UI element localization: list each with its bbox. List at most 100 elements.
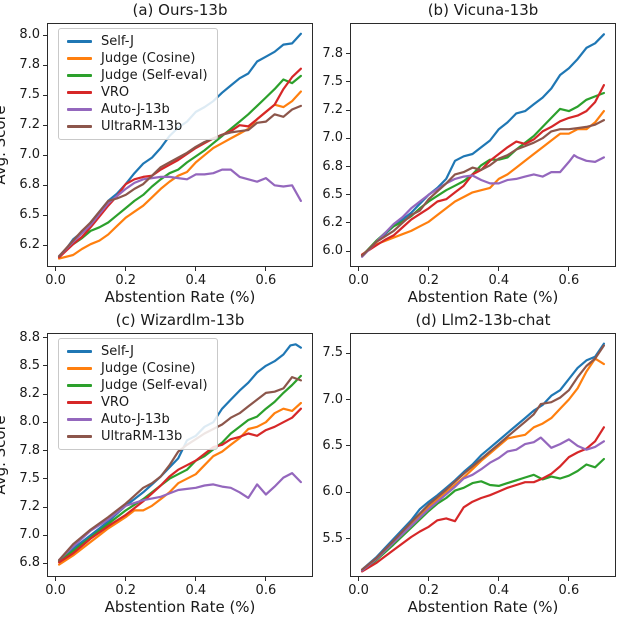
legend-line-swatch-judge-self-eval	[67, 74, 92, 77]
x-tick-mark	[358, 267, 360, 271]
y-tick-mark	[346, 399, 350, 400]
y-tick-label: 7.0	[322, 391, 343, 407]
y-tick-mark	[43, 534, 47, 536]
x-tick-label: 0.0	[348, 583, 369, 598]
x-tick-label: 0.4	[185, 273, 207, 288]
x-tick-mark	[568, 267, 570, 271]
legend-item-ultrarm-13b: UltraRM-13b	[67, 430, 208, 443]
y-tick-mark	[346, 166, 350, 167]
y-tick-mark	[43, 64, 47, 66]
line-judge-cosine	[361, 357, 605, 572]
x-tick-mark	[498, 577, 500, 581]
x-tick-mark	[265, 267, 267, 271]
legend-line-swatch-self-j	[67, 350, 92, 353]
legend-label: UltraRM-13b	[101, 429, 183, 444]
y-tick-mark	[346, 352, 350, 354]
legend-line-swatch-ultrarm-13b	[67, 125, 92, 128]
x-tick-mark	[195, 267, 197, 271]
y-tick-label: 7.0	[19, 147, 40, 163]
x-axis-label: Abstention Rate (%)	[104, 598, 256, 616]
y-tick-label: 8.8	[19, 329, 40, 345]
plot-area	[47, 333, 313, 577]
legend-item-judge-cosine: Judge (Cosine)	[67, 362, 208, 375]
y-tick-label: 7.0	[322, 130, 343, 146]
y-tick-label: 7.2	[322, 102, 343, 117]
y-tick-label: 5.5	[322, 530, 343, 546]
y-axis-label: Avg. Score	[0, 415, 9, 495]
y-tick-mark	[43, 184, 47, 186]
legend-line-swatch-ultrarm-13b	[67, 435, 92, 438]
x-tick-label: 0.4	[488, 273, 510, 288]
legend-line-swatch-judge-cosine	[67, 367, 92, 370]
y-tick-label: 8.0	[19, 27, 40, 42]
legend-label: Self-J	[101, 344, 134, 359]
line-judge-self-eval	[58, 374, 302, 563]
x-tick-label: 0.4	[488, 583, 510, 598]
y-tick-mark	[43, 393, 47, 395]
legend-label: Judge (Self-eval)	[101, 68, 208, 83]
line-auto-j-13b	[58, 168, 302, 258]
y-tick-mark	[346, 53, 350, 54]
legend-label: UltraRM-13b	[101, 119, 183, 134]
legend-item-ultrarm-13b: UltraRM-13b	[67, 120, 208, 133]
legend: Self-J Judge (Cosine) Judge (Self-eval) VRO…	[58, 338, 218, 450]
x-tick-mark	[265, 577, 267, 581]
line-self-j	[361, 342, 605, 571]
y-tick-label: 7.8	[19, 57, 40, 73]
x-tick-mark	[358, 577, 360, 581]
line-vro	[361, 426, 605, 573]
legend-label: VRO	[101, 85, 130, 100]
line-ultrarm-13b	[361, 344, 605, 571]
y-tick-mark	[346, 222, 350, 224]
plot-area	[350, 333, 616, 577]
y-tick-label: 7.8	[19, 442, 40, 458]
x-axis-label: Abstention Rate (%)	[104, 288, 256, 306]
line-self-j	[58, 32, 302, 258]
legend-label: Judge (Self-eval)	[101, 378, 208, 393]
legend-line-swatch-judge-cosine	[67, 57, 92, 60]
subplot-title: (b) Vicuna-13b	[427, 1, 539, 19]
y-tick-label: 6.5	[322, 186, 343, 202]
y-tick-label: 8.0	[19, 414, 40, 430]
plot-area	[47, 23, 313, 267]
legend-line-swatch-vro	[67, 91, 92, 94]
x-tick-label: 0.6	[558, 583, 580, 598]
y-tick-mark	[43, 94, 47, 96]
line-vro	[361, 83, 605, 256]
legend-label: VRO	[101, 395, 130, 410]
y-tick-mark	[43, 506, 47, 508]
x-tick-mark	[568, 577, 570, 581]
y-tick-label: 7.5	[322, 73, 343, 89]
y-tick-label: 7.2	[19, 117, 40, 133]
y-tick-mark	[43, 124, 47, 126]
line-ultrarm-13b	[58, 375, 302, 562]
subplot-title: (d) Llm2-13b-chat	[415, 311, 551, 329]
x-tick-mark	[428, 267, 430, 271]
legend-item-judge-self-eval: Judge (Self-eval)	[67, 379, 208, 392]
line-judge-cosine	[361, 109, 605, 256]
plot-lines-svg	[58, 32, 302, 260]
line-self-j	[361, 33, 605, 257]
x-tick-label: 0.6	[255, 583, 277, 598]
x-axis-label: Abstention Rate (%)	[407, 598, 559, 616]
plot-area	[350, 23, 616, 267]
subplot-title: (a) Ours-13b	[132, 1, 228, 19]
y-tick-mark	[43, 154, 47, 156]
y-tick-label: 7.2	[19, 499, 40, 514]
plot-lines-svg	[361, 33, 605, 258]
y-tick-mark	[43, 244, 47, 246]
y-tick-label: 6.8	[19, 555, 40, 571]
y-tick-label: 6.2	[322, 214, 343, 230]
y-tick-mark	[43, 478, 47, 480]
y-tick-mark	[43, 365, 47, 367]
x-tick-label: 0.2	[115, 583, 137, 598]
legend-item-self-j: Self-J	[67, 345, 208, 358]
y-tick-label: 6.5	[19, 207, 40, 223]
y-tick-label: 7.5	[19, 470, 40, 486]
legend-label: Self-J	[101, 34, 134, 49]
y-tick-mark	[346, 81, 350, 83]
x-tick-label: 0.2	[115, 273, 137, 288]
